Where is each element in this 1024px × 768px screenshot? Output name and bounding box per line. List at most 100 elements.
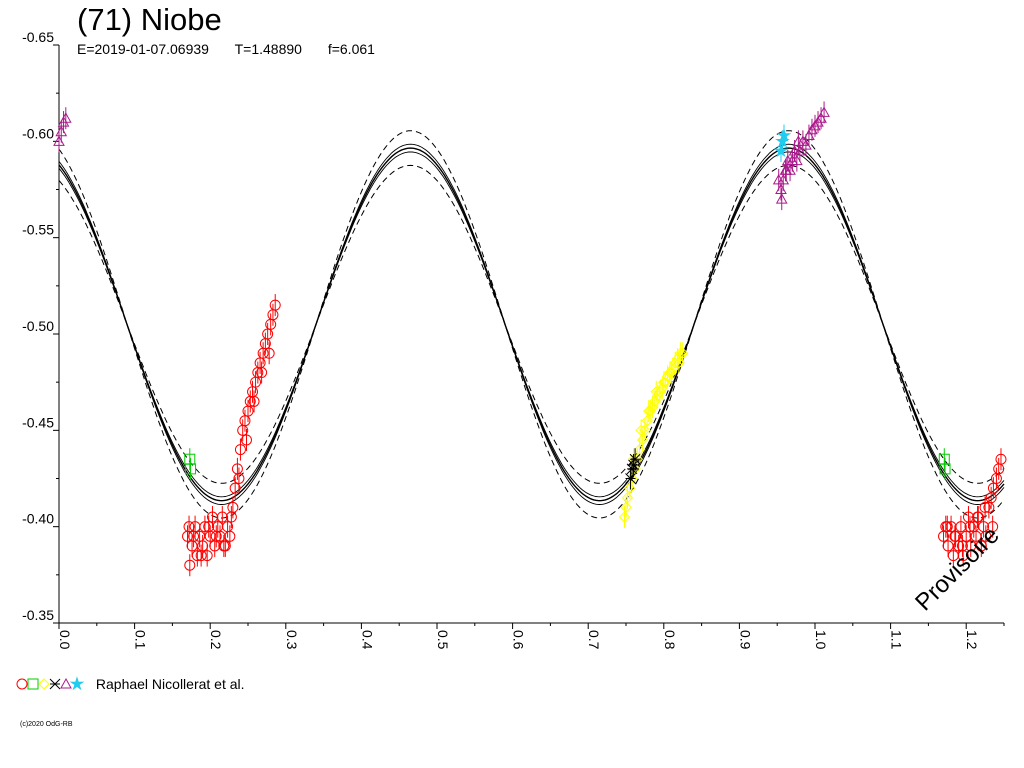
x-tick-label: 1.1 xyxy=(889,630,905,650)
y-tick-label: -0.60 xyxy=(22,125,54,141)
data-point xyxy=(773,143,789,158)
x-tick-label: 0.9 xyxy=(737,630,753,650)
data-point xyxy=(618,511,631,523)
legend-label: Raphael Nicollerat et al. xyxy=(95,676,245,693)
data-point xyxy=(792,135,805,146)
x-tick-label: 0.7 xyxy=(586,630,602,650)
data-point xyxy=(635,424,647,437)
data-point xyxy=(224,530,236,542)
data-point xyxy=(624,482,636,494)
data-point xyxy=(203,521,215,533)
data-point xyxy=(248,395,260,407)
data-point xyxy=(210,530,222,542)
data-point xyxy=(269,299,281,311)
data-point xyxy=(939,463,951,475)
data-point xyxy=(979,501,991,513)
data-point xyxy=(815,112,827,123)
x-tick-label: 1.0 xyxy=(813,630,829,650)
data-point xyxy=(621,492,634,504)
data-point xyxy=(803,129,815,141)
y-tick-label: -0.65 xyxy=(22,29,54,45)
x-tick-label: 0.2 xyxy=(208,630,224,650)
fit-curve-outer-upper xyxy=(58,130,1005,519)
x-tick-label: 0.8 xyxy=(662,630,678,650)
data-point xyxy=(256,367,268,379)
data-point xyxy=(809,119,821,131)
data-point xyxy=(772,173,785,185)
legend-symbols xyxy=(16,676,85,691)
data-point xyxy=(987,482,999,494)
data-point xyxy=(818,106,830,117)
legend-symbol-square xyxy=(27,678,39,690)
data-point xyxy=(676,347,689,359)
data-point xyxy=(262,328,274,340)
chart-subtitle: E=2019-01-07.06939 T=1.48890 f=6.061 xyxy=(77,41,397,57)
data-point xyxy=(980,530,992,542)
y-tick-label: -0.35 xyxy=(22,607,54,623)
y-tick-label: -0.55 xyxy=(22,222,54,238)
x-tick-label: 0.0 xyxy=(57,630,73,650)
legend-symbol-triangle xyxy=(60,678,72,689)
data-point xyxy=(964,521,976,533)
x-tick-label: 0.6 xyxy=(511,630,527,650)
data-point xyxy=(995,453,1007,465)
frequency-label: f=6.061 xyxy=(327,41,375,57)
data-point xyxy=(201,550,213,562)
series-triangle xyxy=(53,101,830,211)
fit-curve-outer-lower xyxy=(58,164,1005,484)
data-point xyxy=(806,123,818,135)
fit-curve-inner-lower xyxy=(58,151,1005,498)
data-point xyxy=(776,127,792,142)
legend-symbol-diamond xyxy=(38,678,50,691)
data-point xyxy=(987,521,999,533)
legend-symbol-circle xyxy=(16,678,28,690)
data-point xyxy=(780,164,793,175)
legend: Raphael Nicollerat et al. xyxy=(16,675,245,692)
series-square xyxy=(184,448,951,480)
y-tick-label: -0.45 xyxy=(22,414,54,430)
data-point xyxy=(225,511,237,523)
period-label: T=1.48890 xyxy=(234,41,302,57)
data-point xyxy=(234,444,246,456)
data-point xyxy=(941,521,953,533)
fit-curve-inner-upper xyxy=(58,143,1005,505)
data-point xyxy=(644,405,656,417)
copyright-text: (c)2020 OdG-RB xyxy=(20,721,73,728)
data-point xyxy=(972,511,984,523)
series-cross xyxy=(625,448,641,490)
data-point xyxy=(674,347,687,359)
x-tick-label: 0.4 xyxy=(359,630,375,650)
axes: -0.65 -0.60 -0.55 -0.50 -0.45 -0.40 -0.350.0 0.… xyxy=(22,29,1005,650)
data-point xyxy=(229,482,241,494)
fit-curve-main xyxy=(58,147,1005,502)
data-point xyxy=(652,389,664,402)
chart-title: (71) Niobe xyxy=(77,2,222,37)
data-point xyxy=(812,116,824,127)
data-point xyxy=(59,112,72,123)
data-point xyxy=(629,453,641,465)
data-point xyxy=(642,405,655,417)
data-point xyxy=(794,144,806,156)
y-tick-label: -0.40 xyxy=(22,511,54,527)
data-point xyxy=(956,540,968,552)
data-point xyxy=(185,463,197,475)
data-point xyxy=(233,473,245,484)
data-point xyxy=(620,501,632,514)
epoch-label: E=2019-01-07.06939 xyxy=(77,41,209,57)
data-point xyxy=(650,386,662,398)
data-point xyxy=(673,357,685,369)
data-point xyxy=(636,434,649,446)
data-point xyxy=(195,550,207,562)
watermark-text: Provisoire xyxy=(910,522,1005,617)
data-point xyxy=(184,559,196,571)
fit-curves xyxy=(58,130,1005,519)
legend-symbol-star xyxy=(69,676,85,691)
data-point xyxy=(188,530,200,542)
data-point xyxy=(239,415,251,427)
legend-symbol-cross xyxy=(49,678,61,690)
data-point xyxy=(218,540,230,552)
x-tick-label: 0.3 xyxy=(284,630,300,650)
data-point xyxy=(665,366,678,379)
series-star xyxy=(773,124,792,162)
